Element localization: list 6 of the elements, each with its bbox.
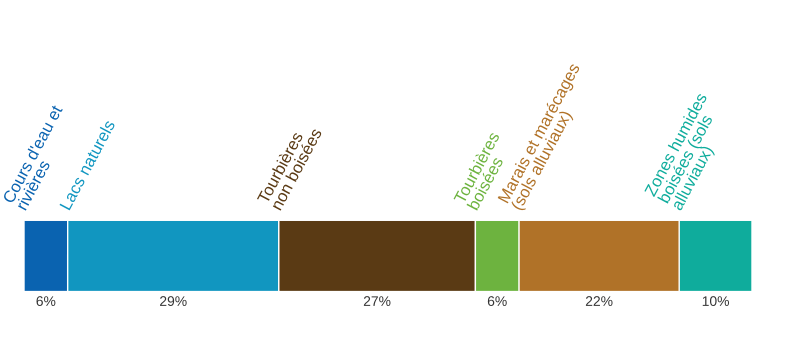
data-label: 10%: [702, 296, 730, 306]
data-label: 6%: [488, 296, 507, 306]
data-label: 22%: [586, 296, 613, 306]
data-label: 6%: [36, 296, 56, 306]
data-label: 29%: [160, 296, 187, 306]
data-label: 27%: [364, 296, 390, 306]
